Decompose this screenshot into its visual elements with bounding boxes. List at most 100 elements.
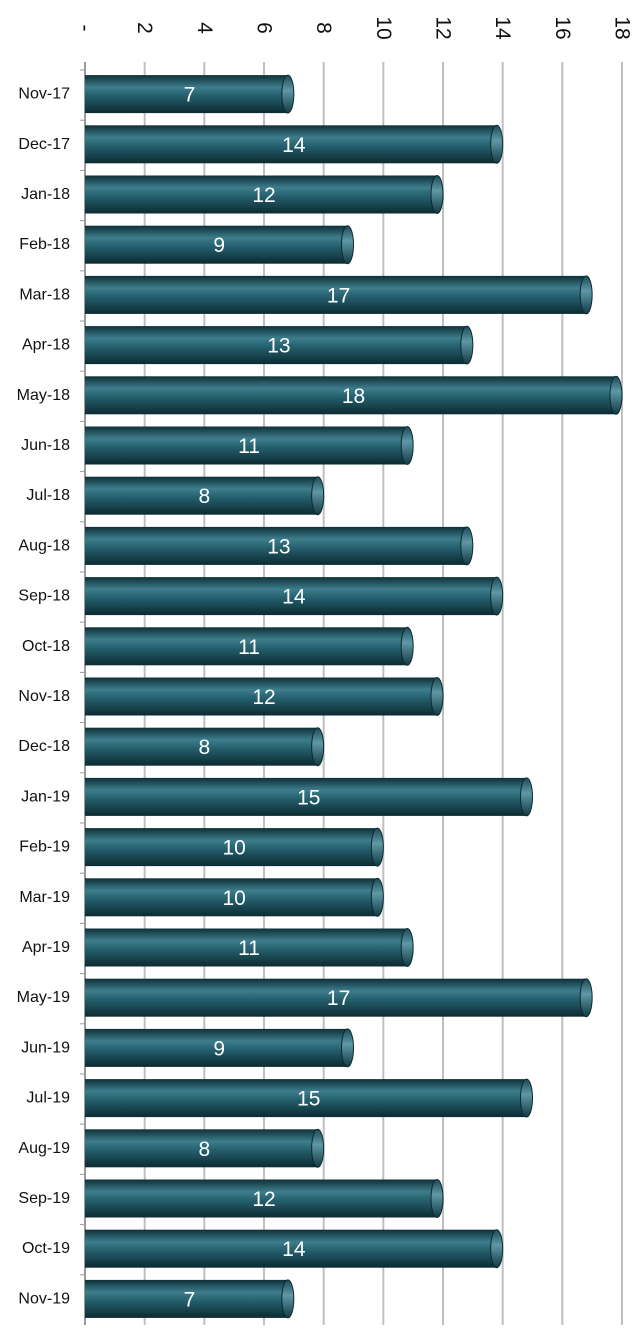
y-category-label: Nov-19 [18,1290,70,1307]
y-category-label: Apr-18 [22,337,70,354]
bar-value-label: 12 [252,184,275,207]
bar-value-label: 8 [198,485,210,508]
y-category-label: Sep-18 [18,588,70,605]
y-category-label: Nov-17 [18,86,70,103]
bar [85,1028,354,1068]
bar-cap [609,375,623,415]
bar-body [85,627,408,666]
bar [85,1229,504,1269]
y-category-label: Dec-17 [18,136,70,153]
bar-cap [370,827,384,867]
bar-body [85,125,497,164]
bar-cap [490,576,504,616]
bar-value-label: 18 [342,385,365,408]
bar-value-label: 17 [327,987,350,1010]
bar [85,325,474,365]
bar-body [85,526,467,565]
x-tick-label: 18 [611,16,634,39]
bar [85,1179,444,1218]
bar [85,275,593,315]
bar [85,225,354,265]
bar-value-label: 14 [282,134,306,157]
bar-value-label: 9 [213,1037,225,1060]
bar-body [85,878,378,917]
bar-body [85,1229,497,1268]
bar [85,426,414,465]
x-tick-label: 2 [133,22,156,34]
bar-cap [311,727,325,767]
bar-value-label: 13 [267,335,290,358]
bar-body [85,225,348,264]
y-category-label: May-19 [17,989,70,1006]
bar [85,877,384,917]
bar-cap [341,225,354,265]
bar-cap [341,1028,354,1068]
bar-body [85,828,378,867]
bar-body [85,476,318,515]
bar-body [85,326,467,365]
x-tick-label: 6 [253,22,276,34]
bar-cap [281,74,295,114]
y-category-label: Jan-18 [21,186,70,203]
y-category-label: Jun-18 [21,437,70,454]
bar-body [85,777,527,816]
y-category-label: May-18 [17,387,70,404]
y-category-label: Feb-18 [19,236,70,253]
bar-value-label: 10 [222,887,245,910]
bar-value-label: 11 [238,937,260,960]
x-tick-label: 4 [193,22,216,34]
bar-cap [400,426,414,465]
bar-value-label: 9 [213,234,225,257]
bar-body [85,1028,348,1067]
bar [85,526,474,566]
bar-cap [311,1128,325,1168]
bar-body [85,1079,527,1118]
bar-value-label: 14 [282,586,306,609]
bar-body [85,978,587,1017]
y-category-label: Oct-19 [22,1240,70,1257]
x-tick-label: 16 [551,16,574,39]
bar-cap [520,1078,533,1118]
bar [85,1279,295,1319]
bar-value-label: 8 [198,736,210,759]
y-category-label: Jul-18 [26,487,70,504]
bar-value-label: 15 [297,1088,320,1111]
bar-body [85,75,288,114]
bar-value-label: 14 [282,1238,306,1261]
y-category-label: Jan-19 [21,788,70,805]
y-category-label: Mar-18 [19,286,70,303]
bar [85,175,444,214]
bar-value-label: 13 [267,535,290,558]
bar-value-label: 15 [297,786,320,809]
bar-cap [490,124,504,164]
bar-body [85,1179,437,1218]
bar-cap [430,677,444,716]
bar-cap [430,175,444,214]
bar [85,928,414,967]
y-category-label: Mar-19 [19,889,70,906]
bar-value-label: 12 [252,686,275,709]
y-category-label: Nov-18 [18,688,70,705]
bar [85,124,504,164]
bar [85,74,295,114]
bar-value-label: 10 [222,837,245,860]
bar [85,827,384,867]
x-axis-ticks: - 2 4 6 8 10 12 14 16 18 [74,16,634,40]
y-category-label: Jun-19 [21,1039,70,1056]
bar [85,626,414,666]
bar-cap [490,1229,504,1269]
bar-body [85,928,408,967]
bar [85,1128,325,1168]
y-category-label: Oct-18 [22,638,70,655]
bar-body [85,175,437,214]
bar-body [85,727,318,766]
bar-cap [460,526,474,566]
bar-cap [400,928,414,967]
bar [85,476,325,516]
y-category-label: Aug-19 [18,1140,70,1157]
bar [85,576,504,616]
bar-cap [520,777,533,817]
bar [85,375,623,415]
bar-cap [400,626,414,666]
